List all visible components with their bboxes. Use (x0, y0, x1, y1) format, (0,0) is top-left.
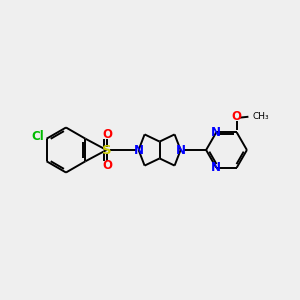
Text: O: O (102, 159, 112, 172)
Text: O: O (102, 128, 112, 141)
Text: CH₃: CH₃ (253, 112, 269, 121)
Text: N: N (134, 143, 144, 157)
Text: N: N (211, 126, 221, 139)
Text: S: S (102, 143, 111, 157)
Text: N: N (176, 143, 186, 157)
Text: O: O (232, 110, 242, 123)
Text: Cl: Cl (32, 130, 44, 143)
Text: N: N (211, 161, 221, 174)
